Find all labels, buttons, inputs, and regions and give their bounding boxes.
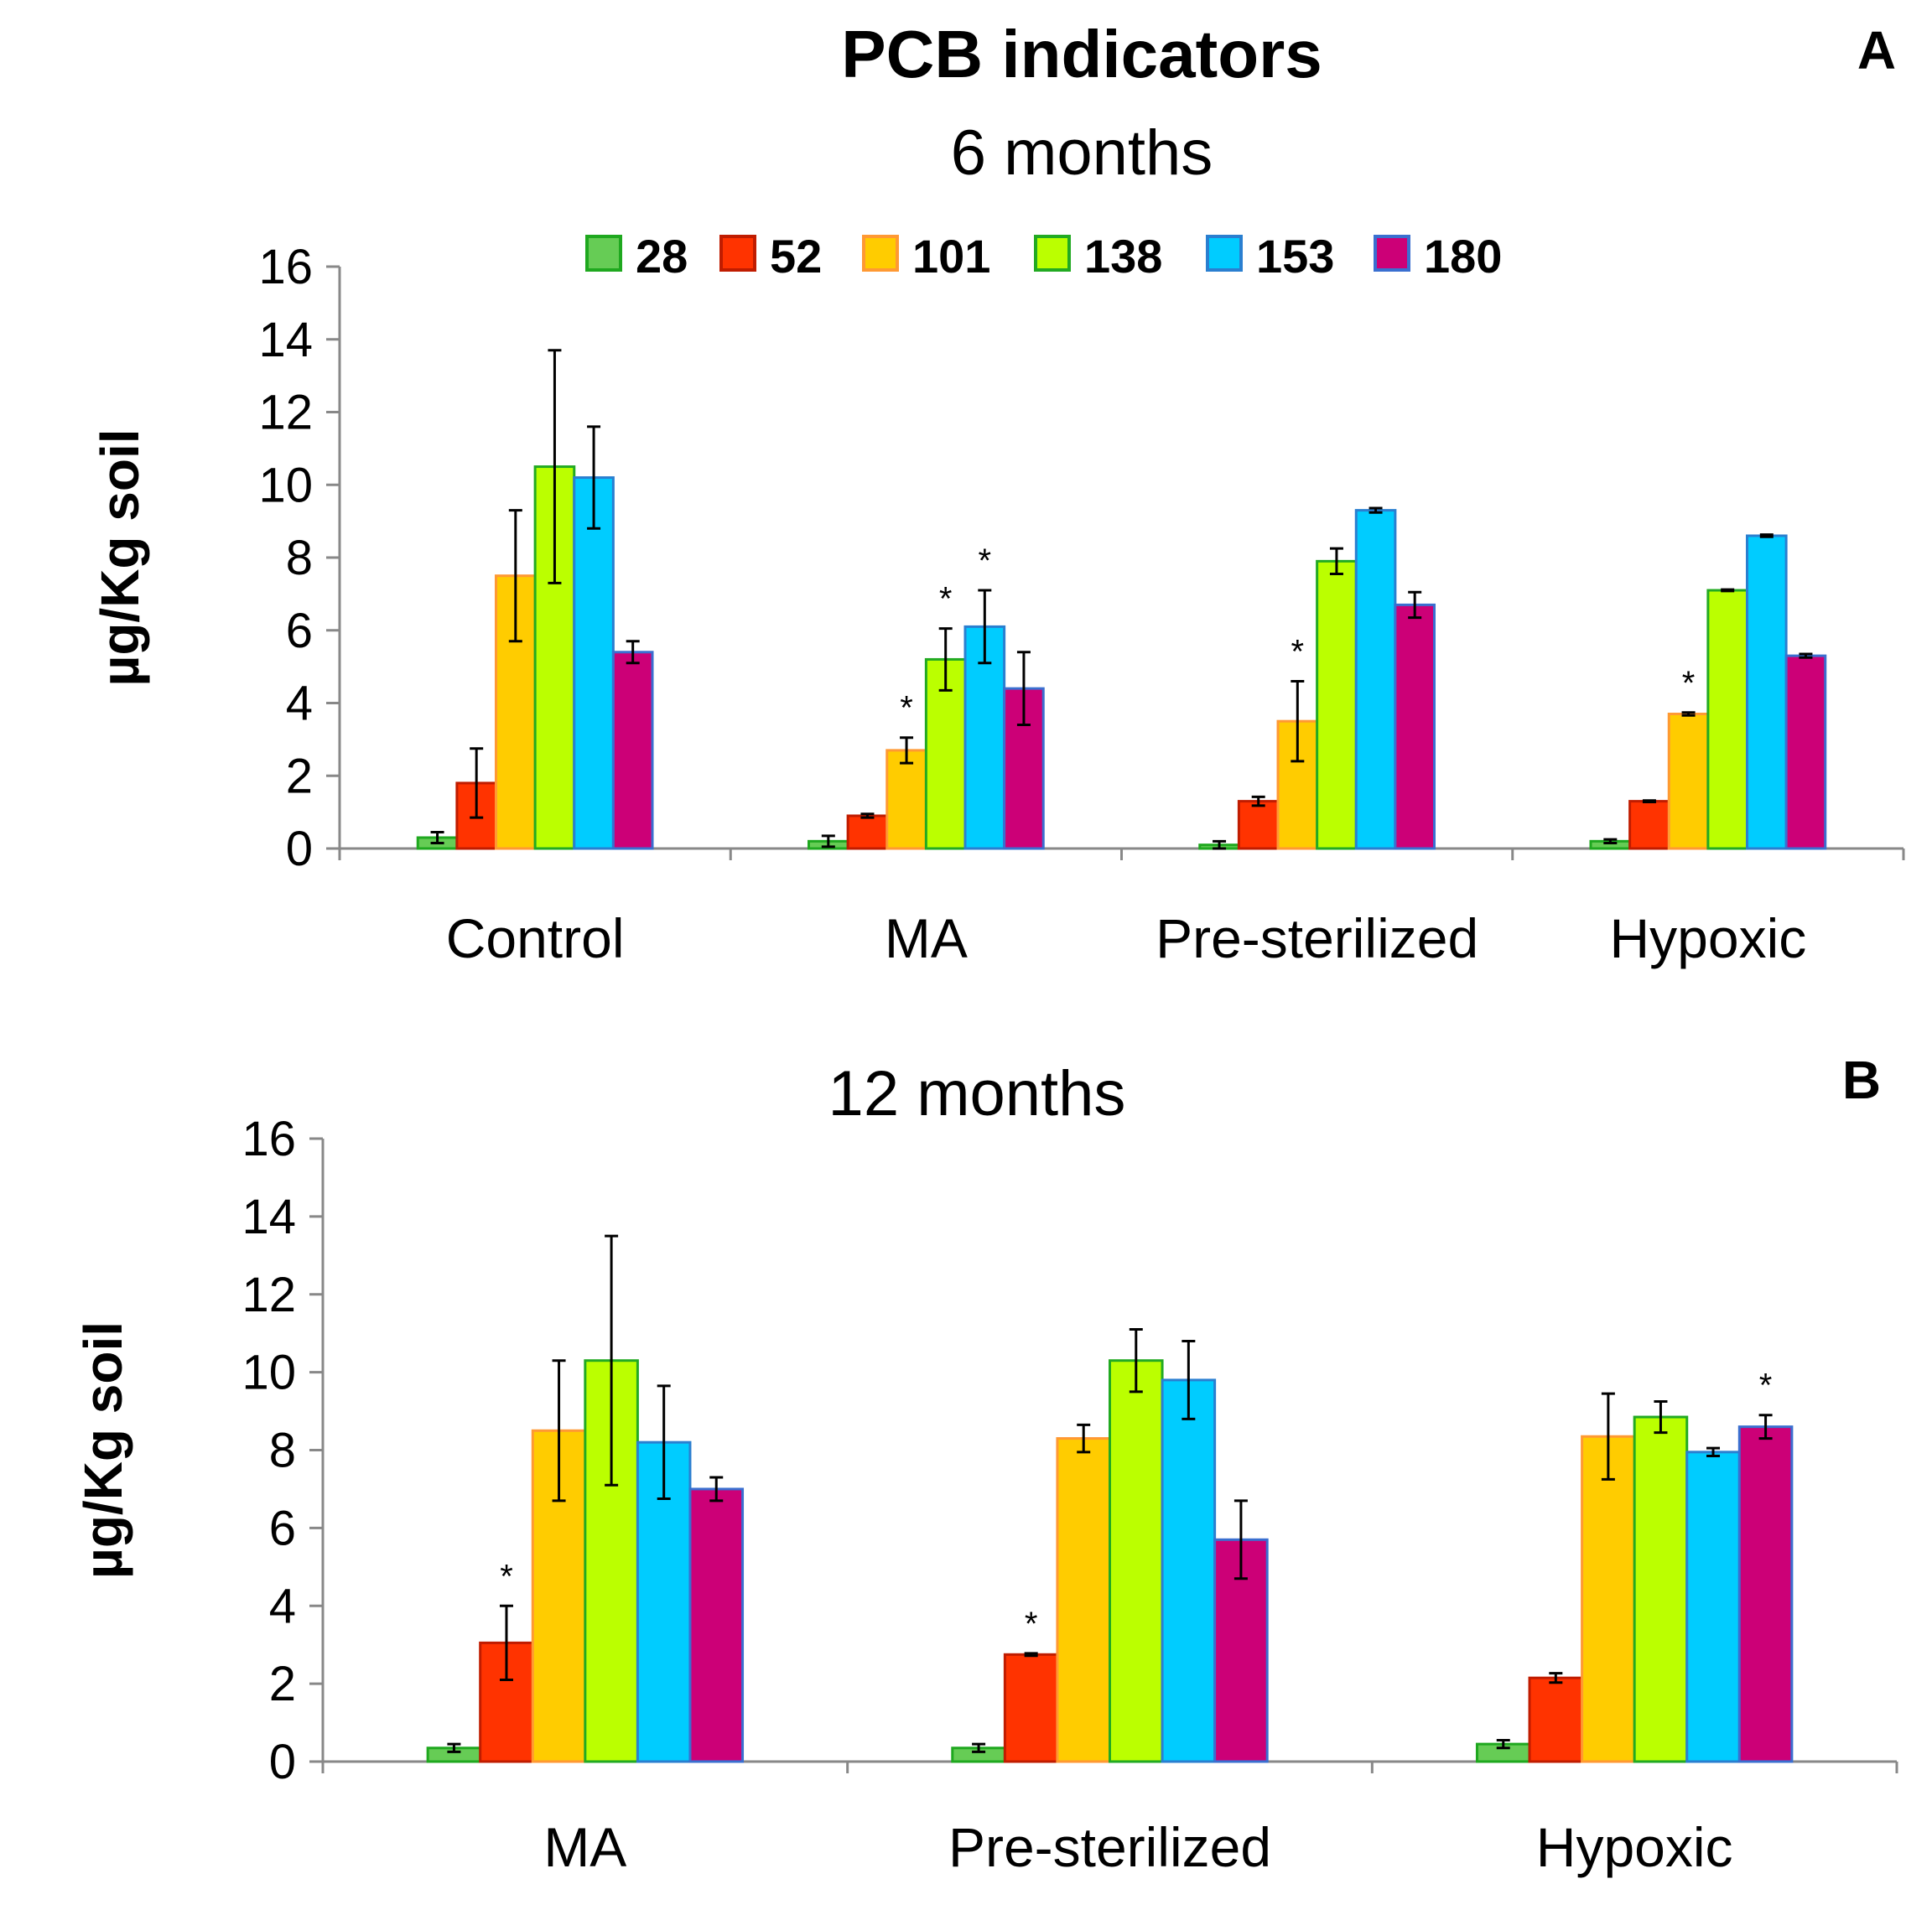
- panel-a-bar-138-3: [1706, 589, 1748, 850]
- legend-label-101: 101: [912, 230, 990, 283]
- panel-a-chart: 0 2 4 6 8 10 12 14 16 µg/Kg soil Control MA * * * Pre-s…: [90, 240, 1905, 969]
- panel-a-category-label: Hypoxic: [1610, 907, 1807, 969]
- panel-a-bar-153-2: [1354, 509, 1397, 850]
- legend-swatch-28: [585, 235, 622, 272]
- panel-a-y-tick-label: 8: [286, 531, 313, 585]
- panel-b-y-tick-label: 14: [242, 1190, 296, 1244]
- legend: 28 52 101 138 153 180: [585, 230, 1502, 283]
- legend-label-28: 28: [636, 230, 688, 283]
- panel-a-y-tick-label: 12: [258, 386, 313, 440]
- legend-swatch-101: [862, 235, 899, 272]
- panel-a-significance-star: *: [979, 542, 992, 579]
- panel-a-significance-star: *: [1682, 665, 1696, 702]
- legend-swatch-180: [1374, 235, 1410, 272]
- panel-b-y-tick-label: 2: [269, 1657, 296, 1711]
- panel-a-significance-star: *: [900, 690, 913, 727]
- panel-b-bar-153-1: [1161, 1378, 1217, 1763]
- panel-b-bar-52-1: [1003, 1653, 1059, 1763]
- panel-a-category-label: Control: [446, 907, 625, 969]
- legend-label-153: 153: [1256, 230, 1334, 283]
- panel-a-y-tick-label: 14: [258, 313, 313, 367]
- panel-b-category-label: MA: [543, 1816, 626, 1878]
- panel-a-subtitle: 6 months: [951, 117, 1213, 189]
- panel-a-bar-138-2: [1316, 559, 1358, 850]
- panel-a-significance-star: *: [1291, 633, 1305, 670]
- panel-b-significance-star: *: [1759, 1368, 1773, 1404]
- panel-a-category-label: MA: [885, 907, 968, 969]
- panel-b-y-tick-label: 16: [242, 1112, 296, 1166]
- panel-a-bar-180-2: [1394, 603, 1436, 850]
- panel-b-y-axis-label: µg/Kg soil: [73, 1321, 133, 1579]
- panel-a-y-tick-label: 10: [258, 458, 313, 512]
- panel-b-significance-star: *: [500, 1558, 513, 1595]
- panel-a-bar-52-3: [1628, 800, 1670, 850]
- panel-a-bar-52-1: [846, 814, 889, 850]
- panel-b-bar-52-2: [1528, 1676, 1584, 1763]
- legend-label-138: 138: [1084, 230, 1162, 283]
- panel-a-y-axis-label: µg/Kg soil: [90, 428, 150, 686]
- legend-swatch-153: [1206, 235, 1243, 272]
- panel-b-y-tick-label: 12: [242, 1268, 296, 1322]
- panel-b-bar-180-0: [688, 1487, 745, 1763]
- panel-b-y-tick-label: 0: [269, 1735, 296, 1789]
- panel-a-significance-star: *: [939, 581, 953, 618]
- panel-a-y-tick-label: 6: [286, 604, 313, 658]
- panel-b-y-tick-label: 6: [269, 1501, 296, 1555]
- panel-b-bar-101-1: [1056, 1437, 1112, 1763]
- panel-a-bar-52-2: [1237, 800, 1280, 850]
- panel-b-y-tick-label: 4: [269, 1579, 296, 1633]
- panel-b-chart: 0 2 4 6 8 10 12 14 16 µg/Kg soil MA * Pre-sterilized…: [73, 1112, 1898, 1878]
- legend-swatch-52: [719, 235, 756, 272]
- panel-a-label: A: [1857, 20, 1896, 80]
- legend-label-180: 180: [1424, 230, 1502, 283]
- panel-a-y-tick-label: 16: [258, 240, 313, 294]
- panel-b-label: B: [1842, 1050, 1881, 1110]
- panel-a-bar-153-3: [1746, 534, 1788, 850]
- panel-a-y-tick-label: 2: [286, 749, 313, 803]
- panel-b-category-label: Hypoxic: [1536, 1816, 1733, 1878]
- panel-b-bar-101-2: [1581, 1435, 1636, 1763]
- panel-b-bar-180-2: [1737, 1425, 1794, 1763]
- panel-a-bar-101-3: [1667, 713, 1710, 850]
- figure-title: PCB indicators: [841, 17, 1322, 91]
- panel-b-bar-138-2: [1633, 1415, 1689, 1763]
- panel-a-y-tick-label: 0: [286, 822, 313, 876]
- panel-b-y-tick-label: 8: [269, 1424, 296, 1478]
- panel-b-significance-star: *: [1025, 1606, 1038, 1643]
- panel-a-bar-101-1: [886, 749, 927, 850]
- panel-b-bar-153-2: [1685, 1451, 1741, 1763]
- legend-label-52: 52: [770, 230, 822, 283]
- panel-a-bar-180-3: [1784, 654, 1827, 850]
- panel-b-bar-138-1: [1109, 1359, 1164, 1763]
- legend-swatch-138: [1034, 235, 1071, 272]
- panel-a-category-label: Pre-sterilized: [1156, 907, 1478, 969]
- panel-b-category-label: Pre-sterilized: [948, 1816, 1271, 1878]
- panel-a-y-tick-label: 4: [286, 677, 313, 731]
- panel-a-bar-153-0: [573, 476, 615, 850]
- panel-a-bar-180-0: [611, 651, 654, 850]
- panel-b-subtitle: 12 months: [828, 1058, 1126, 1129]
- panel-b-y-tick-label: 10: [242, 1346, 296, 1400]
